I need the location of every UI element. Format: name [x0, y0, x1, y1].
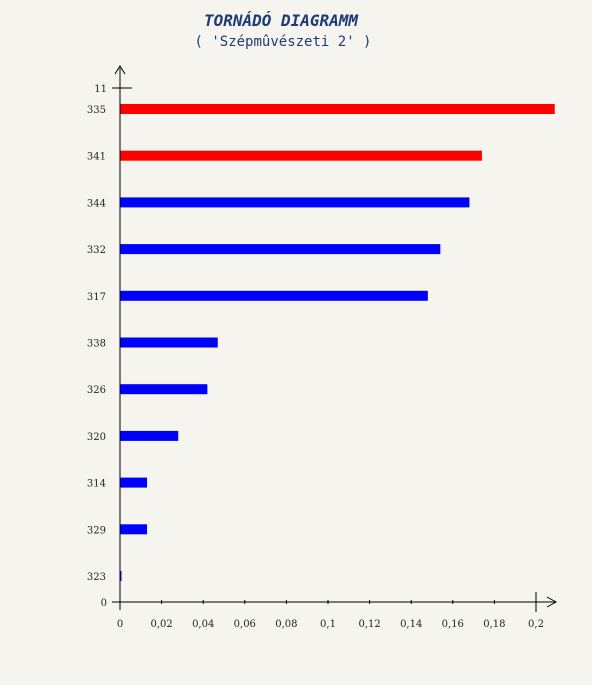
- x-tick-label: 0,14: [400, 619, 422, 630]
- y-tick-label-317: 317: [87, 292, 106, 303]
- chart-title: TORNÁDÓ DIAGRAMM: [204, 11, 359, 30]
- bar-338: [120, 337, 218, 348]
- x-tick-label: 0,18: [483, 619, 505, 630]
- x-tick-label: 0,12: [358, 619, 380, 630]
- x-axis-arrow: [546, 596, 558, 608]
- y-axis-bottom-label: 0: [101, 598, 107, 609]
- y-tick-label-341: 341: [87, 152, 106, 163]
- y-tick-label-326: 326: [87, 385, 106, 396]
- bar-335: [120, 104, 555, 114]
- y-tick-label-344: 344: [87, 198, 106, 209]
- bars-layer: [120, 104, 555, 581]
- bar-314: [120, 477, 148, 488]
- bar-320: [120, 430, 179, 441]
- y-tick-label-332: 332: [87, 245, 106, 256]
- y-tick-label-335: 335: [87, 105, 106, 116]
- x-tick-label: 0,16: [442, 619, 464, 630]
- bar-341: [120, 150, 482, 161]
- x-tick-label: 0,2: [528, 619, 544, 630]
- bar-323: [120, 571, 122, 581]
- x-tick-label: 0,08: [275, 619, 297, 630]
- y-tick-label-323: 323: [87, 572, 106, 583]
- y-tick-label-314: 314: [87, 479, 106, 490]
- x-tick-label: 0,04: [192, 619, 214, 630]
- y-tick-label-320: 320: [87, 432, 106, 443]
- y-tick-label-338: 338: [87, 339, 106, 350]
- axes-layer: 11 0: [94, 65, 558, 612]
- x-tick-label: 0: [117, 619, 123, 630]
- y-axis-top-label: 11: [94, 84, 107, 95]
- chart-subtitle: ( 'Szépmûvészeti 2' ): [194, 34, 371, 50]
- bar-329: [120, 524, 148, 535]
- bar-326: [120, 384, 208, 395]
- bar-332: [120, 244, 441, 255]
- y-tick-label-329: 329: [87, 525, 106, 536]
- bar-344: [120, 197, 470, 208]
- y-axis-arrow: [114, 65, 126, 75]
- x-tick-label: 0,06: [234, 619, 256, 630]
- labels-layer: 335 341 344 332 317 338 326 320 314 329 323 0 0,02 0,…: [87, 105, 544, 630]
- x-tick-label: 0,1: [320, 619, 336, 630]
- x-tick-label: 0,02: [150, 619, 172, 630]
- bar-317: [120, 290, 428, 301]
